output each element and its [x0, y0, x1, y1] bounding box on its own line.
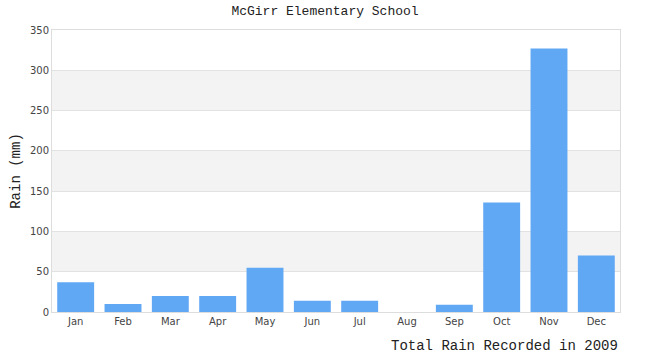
svg-text:350: 350: [30, 25, 49, 36]
svg-text:150: 150: [30, 186, 49, 197]
svg-text:100: 100: [30, 226, 49, 237]
svg-text:Feb: Feb: [114, 316, 132, 327]
svg-text:50: 50: [36, 266, 49, 277]
svg-text:Apr: Apr: [209, 316, 227, 327]
svg-text:McGirr Elementary School: McGirr Elementary School: [231, 4, 418, 19]
svg-text:Jan: Jan: [67, 316, 83, 327]
svg-text:Jun: Jun: [304, 316, 321, 327]
svg-text:Aug: Aug: [397, 316, 417, 327]
svg-text:Sep: Sep: [445, 316, 464, 327]
svg-text:Mar: Mar: [161, 316, 181, 327]
svg-text:250: 250: [30, 105, 49, 116]
svg-text:200: 200: [30, 145, 49, 156]
svg-text:0: 0: [43, 307, 49, 318]
svg-text:Rain (mm): Rain (mm): [8, 133, 24, 209]
svg-text:Nov: Nov: [539, 316, 559, 327]
svg-text:Oct: Oct: [493, 316, 510, 327]
svg-text:May: May: [255, 316, 276, 327]
svg-text:Total Rain Recorded in 2009: Total Rain Recorded in 2009: [391, 338, 618, 354]
svg-text:Dec: Dec: [587, 316, 606, 327]
svg-text:300: 300: [30, 65, 49, 76]
svg-text:Jul: Jul: [353, 316, 366, 327]
